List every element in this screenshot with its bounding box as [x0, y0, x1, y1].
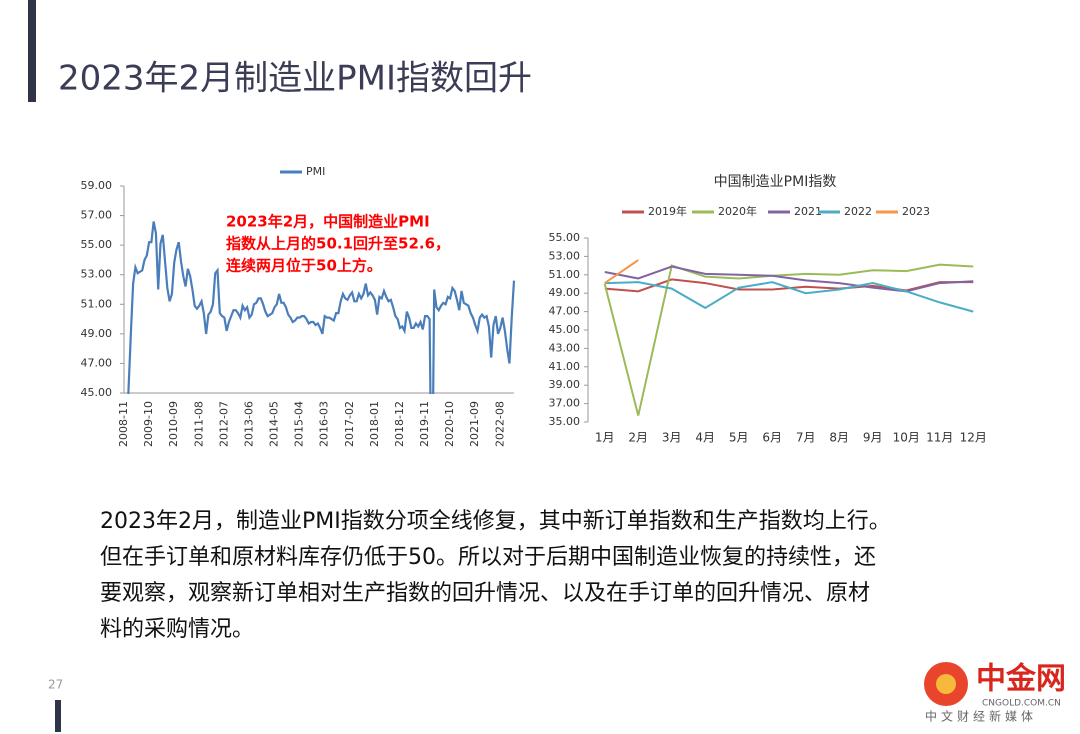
- body-line: 料的采购情况。: [100, 617, 254, 642]
- x-tick-label: 11月: [926, 431, 953, 445]
- y-tick-label: 59.00: [81, 179, 113, 192]
- annotation: 连续两月位于50上方。: [226, 257, 382, 275]
- chart-title: 中国制造业PMI指数: [714, 174, 837, 190]
- series-line: [604, 265, 974, 293]
- x-tick-label: 2016-03: [318, 401, 331, 447]
- x-tick-label: 6月: [762, 431, 782, 445]
- y-tick-label: 53.00: [81, 268, 113, 281]
- logo-name: 中金网: [976, 662, 1066, 697]
- legend-label: 2023: [902, 205, 930, 218]
- slide-title: 2023年2月制造业PMI指数回升: [58, 59, 532, 99]
- y-tick-label: 37.00: [549, 397, 581, 410]
- annotation: 2023年2月，中国制造业PMI: [226, 213, 430, 231]
- annotation: 指数从上月的50.1回升至52.6，: [226, 235, 450, 253]
- x-tick-label: 2019-11: [418, 401, 431, 447]
- y-tick-label: 53.00: [549, 249, 581, 262]
- page-number: 27: [48, 678, 63, 692]
- legend-label: PMI: [306, 165, 325, 178]
- accent-bar: [28, 0, 36, 102]
- series-line: [604, 259, 639, 284]
- logo-tagline: 中文财经新媒体: [925, 709, 1037, 724]
- x-tick-label: 2020-10: [443, 401, 456, 447]
- y-tick-label: 41.00: [549, 360, 581, 373]
- x-tick-label: 2011-08: [192, 401, 205, 447]
- x-tick-label: 2021-09: [468, 401, 481, 447]
- x-tick-label: 4月: [695, 431, 715, 445]
- y-tick-label: 35.00: [549, 415, 581, 428]
- y-tick-label: 55.00: [549, 231, 581, 244]
- y-tick-label: 51.00: [81, 297, 113, 310]
- series-line: [603, 263, 974, 416]
- x-tick-label: 1月: [595, 431, 615, 445]
- y-tick-label: 51.00: [549, 268, 581, 281]
- x-tick-label: 2018-12: [393, 401, 406, 447]
- logo: 中金网 CNGOLD.COM.CN 中文财经新媒体: [924, 662, 1066, 724]
- logo-url: CNGOLD.COM.CN: [982, 699, 1061, 709]
- x-tick-label: 2018-01: [368, 401, 381, 447]
- x-tick-label: 12月: [960, 431, 987, 445]
- y-tick-label: 55.00: [81, 238, 113, 251]
- x-tick-label: 2022-08: [493, 401, 506, 447]
- legend-label: 2019年: [648, 204, 687, 218]
- y-tick-label: 45.00: [81, 386, 113, 399]
- y-tick-label: 49.00: [549, 286, 581, 299]
- x-tick-label: 3月: [662, 431, 682, 445]
- y-tick-label: 57.00: [81, 209, 113, 222]
- logo-mark: [936, 674, 956, 694]
- x-tick-label: 2017-02: [343, 401, 356, 447]
- legend-label: 2022: [844, 205, 872, 218]
- x-tick-label: 5月: [729, 431, 749, 445]
- series-line: [127, 221, 516, 394]
- y-tick-label: 43.00: [549, 341, 581, 354]
- y-tick-label: 49.00: [81, 327, 113, 340]
- x-tick-label: 2012-07: [217, 401, 230, 447]
- y-tick-label: 45.00: [549, 323, 581, 336]
- footer-bar: [55, 700, 61, 732]
- x-tick-label: 2015-04: [293, 401, 306, 447]
- x-tick-label: 2008-11: [117, 401, 130, 447]
- body-line: 2023年2月，制造业PMI指数分项全线修复，其中新订单指数和生产指数均上行。: [100, 509, 891, 534]
- x-tick-label: 2014-05: [268, 401, 281, 447]
- body-text: 2023年2月，制造业PMI指数分项全线修复，其中新订单指数和生产指数均上行。但…: [100, 509, 891, 642]
- y-tick-label: 47.00: [81, 356, 113, 369]
- x-tick-label: 8月: [829, 431, 849, 445]
- x-tick-label: 2009-10: [142, 401, 155, 447]
- body-line: 但在手订单和原材料库存仍低于50。所以对于后期中国制造业恢复的持续性，还: [100, 545, 876, 570]
- x-tick-label: 9月: [863, 431, 883, 445]
- y-tick-label: 39.00: [549, 378, 581, 391]
- x-tick-label: 7月: [796, 431, 816, 445]
- x-tick-label: 10月: [893, 431, 920, 445]
- x-tick-label: 2010-09: [167, 401, 180, 447]
- legend-label: 2021: [794, 205, 822, 218]
- y-tick-label: 47.00: [549, 305, 581, 318]
- series-line: [604, 281, 974, 313]
- legend-label: 2020年: [718, 204, 757, 218]
- x-tick-label: 2月: [628, 431, 648, 445]
- x-tick-label: 2013-06: [242, 401, 255, 447]
- body-line: 要观察，观察新订单相对生产指数的回升情况、以及在手订单的回升情况、原材: [100, 581, 870, 606]
